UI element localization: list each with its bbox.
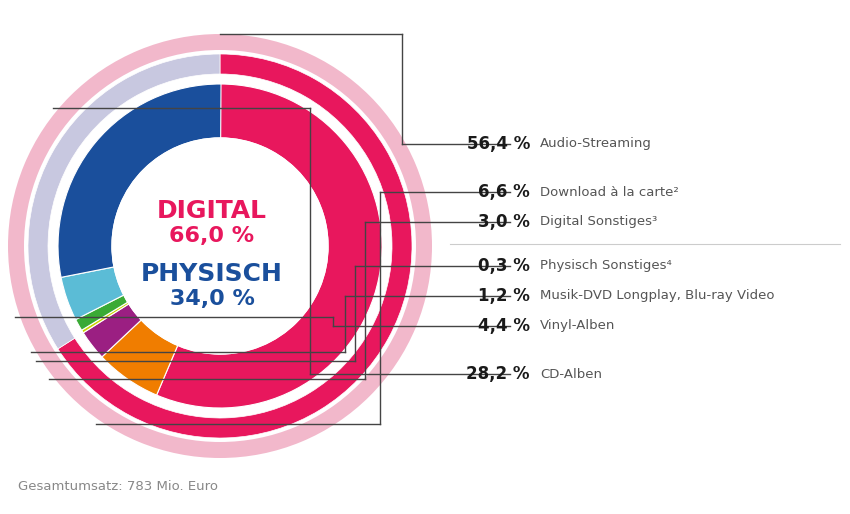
Text: Musik-DVD Longplay, Blu-ray Video: Musik-DVD Longplay, Blu-ray Video: [540, 289, 774, 303]
Text: 0,3 %: 0,3 %: [478, 257, 530, 275]
Text: 4,4 %: 4,4 %: [478, 317, 530, 335]
Text: Audio-Streaming: Audio-Streaming: [540, 138, 652, 151]
Text: 34,0 %: 34,0 %: [169, 289, 254, 309]
Text: 1,2 %: 1,2 %: [478, 287, 530, 305]
Circle shape: [112, 138, 328, 354]
Wedge shape: [8, 34, 432, 458]
Wedge shape: [102, 320, 178, 395]
Text: Digital Sonstiges³: Digital Sonstiges³: [540, 215, 657, 229]
Wedge shape: [28, 54, 220, 349]
Text: CD-Alben: CD-Alben: [540, 368, 602, 380]
Text: 28,2 %: 28,2 %: [467, 365, 530, 383]
Text: 56,4 %: 56,4 %: [467, 135, 530, 153]
Text: Vinyl-Alben: Vinyl-Alben: [540, 320, 615, 333]
Wedge shape: [61, 267, 124, 320]
Text: Gesamtumsatz: 783 Mio. Euro: Gesamtumsatz: 783 Mio. Euro: [18, 480, 218, 492]
Text: 66,0 %: 66,0 %: [169, 226, 254, 246]
Text: Physisch Sonstiges⁴: Physisch Sonstiges⁴: [540, 260, 672, 272]
Wedge shape: [83, 304, 141, 357]
Wedge shape: [156, 84, 382, 408]
Wedge shape: [58, 84, 221, 278]
Wedge shape: [76, 295, 128, 330]
Text: 6,6 %: 6,6 %: [479, 183, 530, 201]
Text: PHYSISCH: PHYSISCH: [141, 262, 283, 286]
Text: Download à la carte²: Download à la carte²: [540, 186, 679, 198]
Wedge shape: [82, 302, 129, 333]
Wedge shape: [58, 54, 412, 438]
Text: 3,0 %: 3,0 %: [478, 213, 530, 231]
Text: DIGITAL: DIGITAL: [157, 199, 267, 223]
